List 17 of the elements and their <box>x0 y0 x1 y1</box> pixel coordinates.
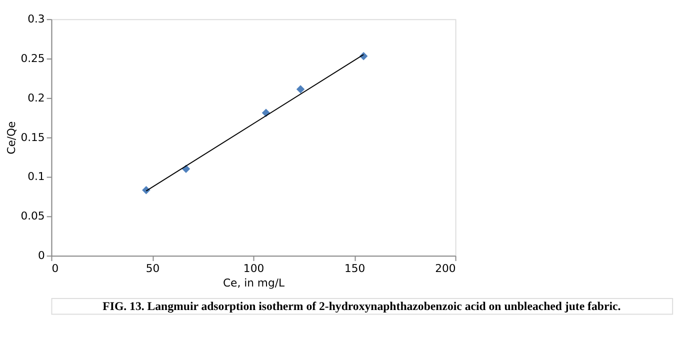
x-tick-label: 100 <box>243 262 264 275</box>
x-tick-label: 200 <box>435 262 456 275</box>
x-tick-label: 0 <box>52 262 59 275</box>
caption: FIG. 13. Langmuir adsorption isotherm of 2-hydroxynaphthazobenzoic acid on unbleached jute fabric. <box>102 298 621 313</box>
y-axis-title: Ce/Qe <box>4 120 18 154</box>
y-tick-label: 0.1 <box>28 170 45 184</box>
y-tick-label: 0 <box>38 249 45 262</box>
x-axis-title: Ce, in mg/L <box>222 276 285 290</box>
y-tick-label: 0.3 <box>28 12 45 26</box>
x-tick-label: 150 <box>344 262 366 275</box>
point <box>296 85 305 94</box>
y-tick-label: 0.05 <box>20 210 45 223</box>
y-tick-label: 0.15 <box>20 130 45 144</box>
y-tick-label: 0.2 <box>28 91 45 104</box>
x-tick-label: 50 <box>146 262 160 275</box>
point <box>142 186 150 194</box>
y-tick-label: 0.25 <box>20 52 45 65</box>
